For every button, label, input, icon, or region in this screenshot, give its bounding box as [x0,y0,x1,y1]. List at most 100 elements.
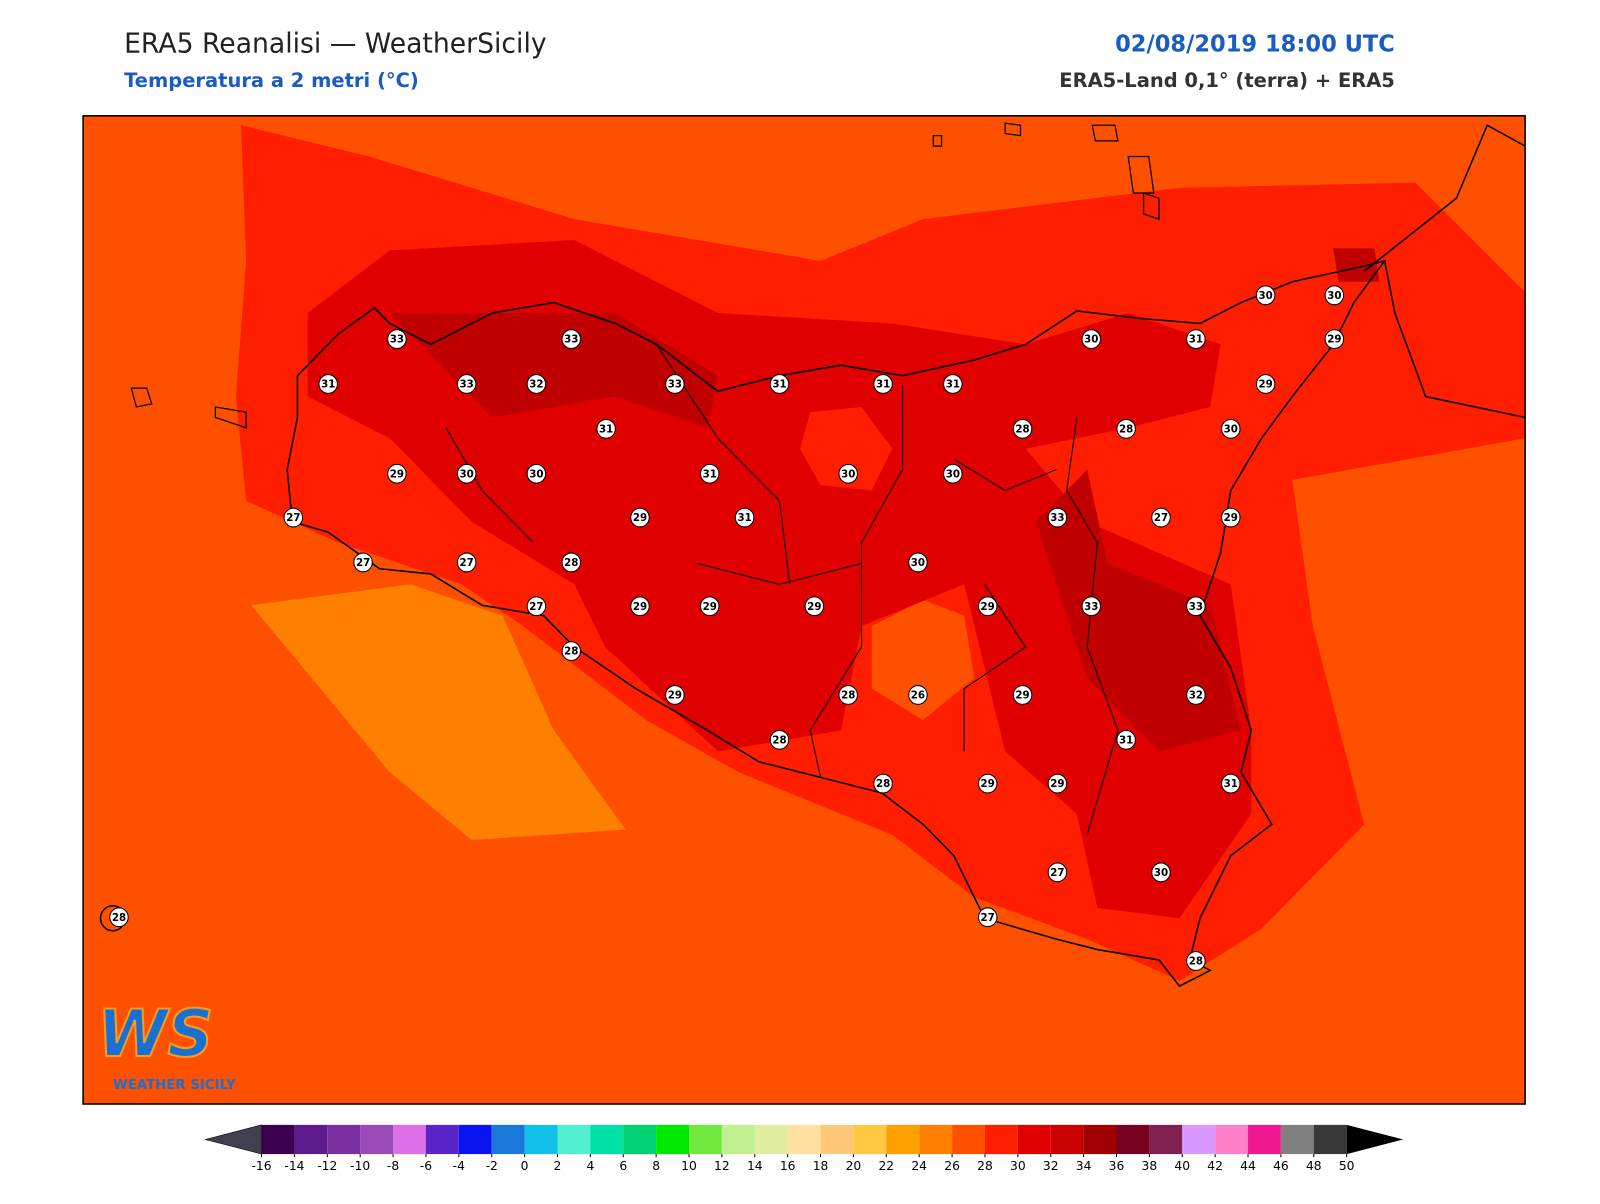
station-value: 31 [599,423,613,435]
station-value: 30 [460,468,474,480]
colorbar-box [1017,1124,1051,1155]
station-marker [873,773,893,794]
field-orange [251,584,626,840]
station-marker [1324,329,1345,350]
station-value: 33 [1050,512,1064,524]
colorbar-box [425,1124,459,1155]
station-value: 29 [390,468,404,480]
station-value: 29 [981,778,995,790]
station-value: 30 [1327,290,1341,302]
station-value: 30 [1154,867,1168,879]
station-marker [1221,507,1241,528]
field-patch [871,600,975,720]
colorbar-tick-label: 22 [878,1158,894,1173]
station-value: 30 [841,468,855,480]
station-value: 29 [703,601,717,613]
colorbar-box [820,1124,854,1155]
station-value: 32 [529,378,543,390]
station-value: 28 [1119,423,1133,435]
station-value: 27 [356,557,370,569]
station-value: 27 [1050,867,1064,879]
station-value: 30 [1084,334,1098,346]
colorbar-box [261,1124,295,1155]
station-value: 27 [529,601,543,613]
station-value: 30 [946,468,960,480]
station-marker [665,374,685,394]
station-marker [318,374,338,394]
colorbar-box [984,1124,1018,1155]
station-marker [561,552,582,573]
station-marker [1151,862,1171,883]
station-marker [456,374,477,394]
station-marker [1186,951,1206,971]
colorbar-box [590,1124,624,1155]
station-value: 31 [703,468,717,480]
station-value: 29 [981,601,995,613]
colorbar-box [1248,1124,1281,1155]
station-marker [526,596,547,617]
colorbar-tick-label: 12 [714,1158,730,1173]
field-patch [800,406,893,491]
station-value: 33 [460,378,474,390]
colorbar-box [393,1124,426,1155]
colorbar-box [1313,1124,1347,1155]
stations: 33 33 31 33 32 33 31 31 31 30 31 30 30 29 29 31 28 28 30 29… [109,285,1345,971]
field-darkest [1333,248,1380,282]
station-value: 31 [1119,734,1133,746]
station-marker [526,374,547,394]
station-marker [630,596,650,617]
logo-mark: WS [97,996,213,1072]
station-value: 31 [321,378,335,390]
station-marker [1186,329,1206,350]
station-marker [1081,329,1102,350]
colorbar-tick-label: 50 [1339,1158,1355,1173]
station-marker [1081,596,1102,617]
station-value: 27 [460,557,474,569]
field-patch [1415,313,1526,418]
station-value: 29 [1327,334,1341,346]
station-value: 33 [1084,601,1098,613]
station-value: 26 [911,689,925,701]
colorbar-tick-label: 28 [977,1158,993,1173]
station-marker [1255,374,1276,394]
station-value: 30 [911,557,925,569]
colorbar-tick-label: 20 [846,1158,862,1173]
field-darkest [389,313,718,428]
colorbar-tick-label: 30 [1010,1158,1026,1173]
station-value: 28 [841,689,855,701]
colorbar-box [458,1124,492,1155]
logo-name: WEATHER SICILY [113,1078,236,1093]
coastline [286,259,1387,988]
map-frame [82,115,1526,1105]
station-value: 28 [772,734,786,746]
station-value: 28 [876,778,890,790]
field-darkred [307,240,1252,919]
station-value: 29 [668,689,682,701]
title: ERA5 Reanalisi — WeatherSicily [124,28,547,59]
station-value: 28 [564,557,578,569]
station-marker [700,463,720,484]
colorbar-box [1215,1124,1249,1155]
colorbar-tick-label: 42 [1207,1158,1223,1173]
station-marker [630,507,650,528]
colorbar-box [491,1124,525,1155]
colorbar-box [919,1124,953,1155]
station-value: 27 [286,512,300,524]
station-marker [561,329,582,350]
station-marker [1047,507,1068,528]
station-value: 31 [737,512,751,524]
station-marker [1221,773,1241,794]
station-marker [283,507,304,528]
station-marker [977,907,998,928]
station-marker [700,596,720,617]
station-value: 30 [1224,423,1238,435]
source: ERA5-Land 0,1° (terra) + ERA5 [1059,69,1395,92]
colorbar-tick-label: 2 [554,1158,562,1173]
colorbar-box [886,1124,920,1155]
station-marker [1324,285,1345,306]
colorbar-tick-label: 4 [586,1158,594,1173]
station-value: 31 [946,378,960,390]
colorbar-tick-label: 0 [521,1158,529,1173]
station-value: 33 [564,334,578,346]
station-marker [769,729,790,750]
